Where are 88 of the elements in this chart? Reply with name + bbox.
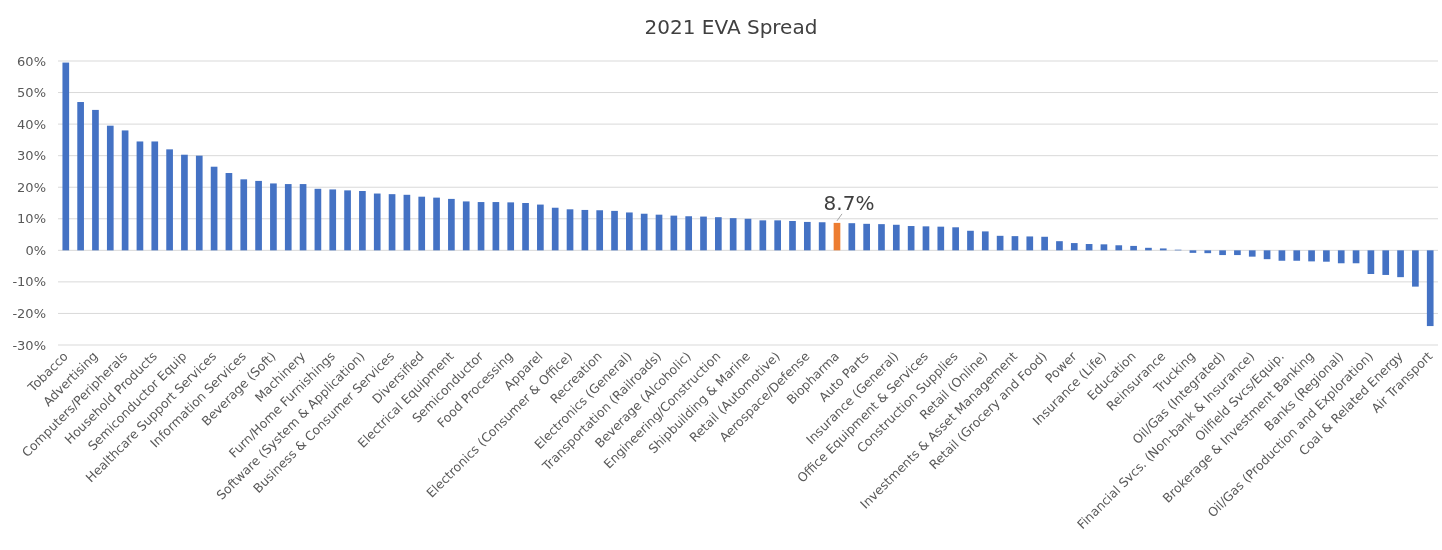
- bar: [1189, 250, 1197, 253]
- bar: [551, 207, 559, 251]
- bar: [1026, 236, 1034, 251]
- bar: [270, 183, 277, 251]
- bar: [1248, 250, 1256, 257]
- bar: [892, 224, 900, 251]
- bar: [181, 154, 188, 251]
- bar: [1041, 236, 1048, 251]
- y-tick-label: -30%: [12, 337, 46, 353]
- bar: [1293, 250, 1301, 261]
- bar: [388, 194, 396, 251]
- bar: [759, 220, 767, 251]
- bar: [863, 223, 870, 251]
- bar: [640, 213, 648, 251]
- bar: [62, 62, 70, 251]
- bar: [848, 223, 856, 251]
- bar: [1308, 250, 1315, 262]
- bar: [1234, 250, 1241, 256]
- bar: [1367, 250, 1375, 274]
- bar: [373, 193, 381, 251]
- bar: [922, 226, 930, 251]
- chart-title: 2021 EVA Spread: [644, 15, 818, 39]
- bar: [433, 197, 440, 251]
- bar: [611, 210, 618, 251]
- bar: [1070, 243, 1078, 251]
- bar: [522, 203, 529, 251]
- y-tick-label: 60%: [17, 53, 46, 69]
- bar: [818, 222, 826, 251]
- bar: [729, 218, 737, 251]
- bar: [195, 155, 203, 251]
- bar: [715, 217, 722, 251]
- bar: [1204, 250, 1212, 254]
- bar: [700, 216, 707, 251]
- y-tick-label: -20%: [12, 305, 46, 321]
- bar: [92, 109, 99, 251]
- bar: [937, 226, 945, 251]
- bar: [166, 149, 173, 251]
- bar: [344, 190, 351, 251]
- bar: [151, 141, 159, 251]
- bar: [1426, 250, 1434, 327]
- bar: [284, 184, 292, 251]
- bar: [121, 130, 129, 251]
- bar: [1219, 250, 1226, 256]
- bar: [596, 210, 604, 251]
- bar: [803, 221, 811, 251]
- bar: [1323, 250, 1330, 262]
- bar: [1115, 245, 1123, 251]
- bar: [299, 184, 307, 251]
- bar: [685, 216, 693, 251]
- bar: [952, 227, 959, 251]
- bar: [462, 201, 470, 251]
- bar: [878, 224, 885, 251]
- bar: [136, 141, 144, 251]
- bar: [1337, 250, 1345, 264]
- bar: [1130, 245, 1137, 251]
- bar: [1352, 250, 1360, 264]
- bar: [329, 189, 337, 251]
- y-tick-label: 30%: [17, 148, 46, 164]
- bar: [626, 212, 633, 251]
- bar: [566, 209, 574, 251]
- bar: [106, 125, 114, 251]
- y-tick-label: 10%: [17, 211, 46, 227]
- bar: [507, 202, 515, 251]
- y-tick-label: 50%: [17, 85, 46, 101]
- y-tick-label: -10%: [12, 274, 46, 290]
- bar: [1382, 250, 1390, 275]
- bar: [981, 231, 989, 251]
- annotation: 8.7%: [823, 190, 875, 215]
- bar: [359, 191, 366, 251]
- bar: [789, 220, 796, 251]
- bar: [537, 204, 544, 251]
- bar: [225, 173, 233, 251]
- bar: [1397, 250, 1404, 278]
- bar: [448, 198, 455, 251]
- y-tick-label: 20%: [17, 179, 46, 195]
- bar: [774, 220, 781, 251]
- bar: [1056, 241, 1063, 251]
- bar: [1278, 250, 1286, 261]
- bar: [1412, 250, 1419, 287]
- bar: [240, 179, 248, 251]
- bar: [1263, 250, 1271, 260]
- bar: [1100, 244, 1108, 251]
- bar: [255, 180, 262, 251]
- y-tick-label: 0%: [25, 242, 46, 258]
- bar: [967, 230, 974, 251]
- y-tick-label: 40%: [17, 116, 46, 132]
- bar: [418, 196, 426, 251]
- bar: [77, 102, 84, 251]
